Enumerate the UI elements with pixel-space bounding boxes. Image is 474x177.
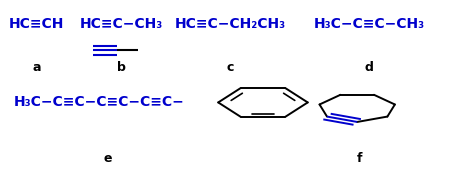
- Text: H₃C−C≡C−C≡C−C≡C−: H₃C−C≡C−C≡C−C≡C−: [13, 95, 184, 109]
- Text: f: f: [357, 152, 362, 165]
- Text: H₃C−C≡C−CH₃: H₃C−C≡C−CH₃: [313, 17, 425, 31]
- Text: d: d: [365, 61, 374, 74]
- Text: e: e: [103, 152, 112, 165]
- Text: HC≡C−CH₃: HC≡C−CH₃: [80, 17, 163, 31]
- Text: a: a: [33, 61, 41, 74]
- Text: HC≡C−CH₂CH₃: HC≡C−CH₂CH₃: [174, 17, 285, 31]
- Text: b: b: [117, 61, 126, 74]
- Text: HC≡CH: HC≡CH: [9, 17, 64, 31]
- Text: c: c: [226, 61, 234, 74]
